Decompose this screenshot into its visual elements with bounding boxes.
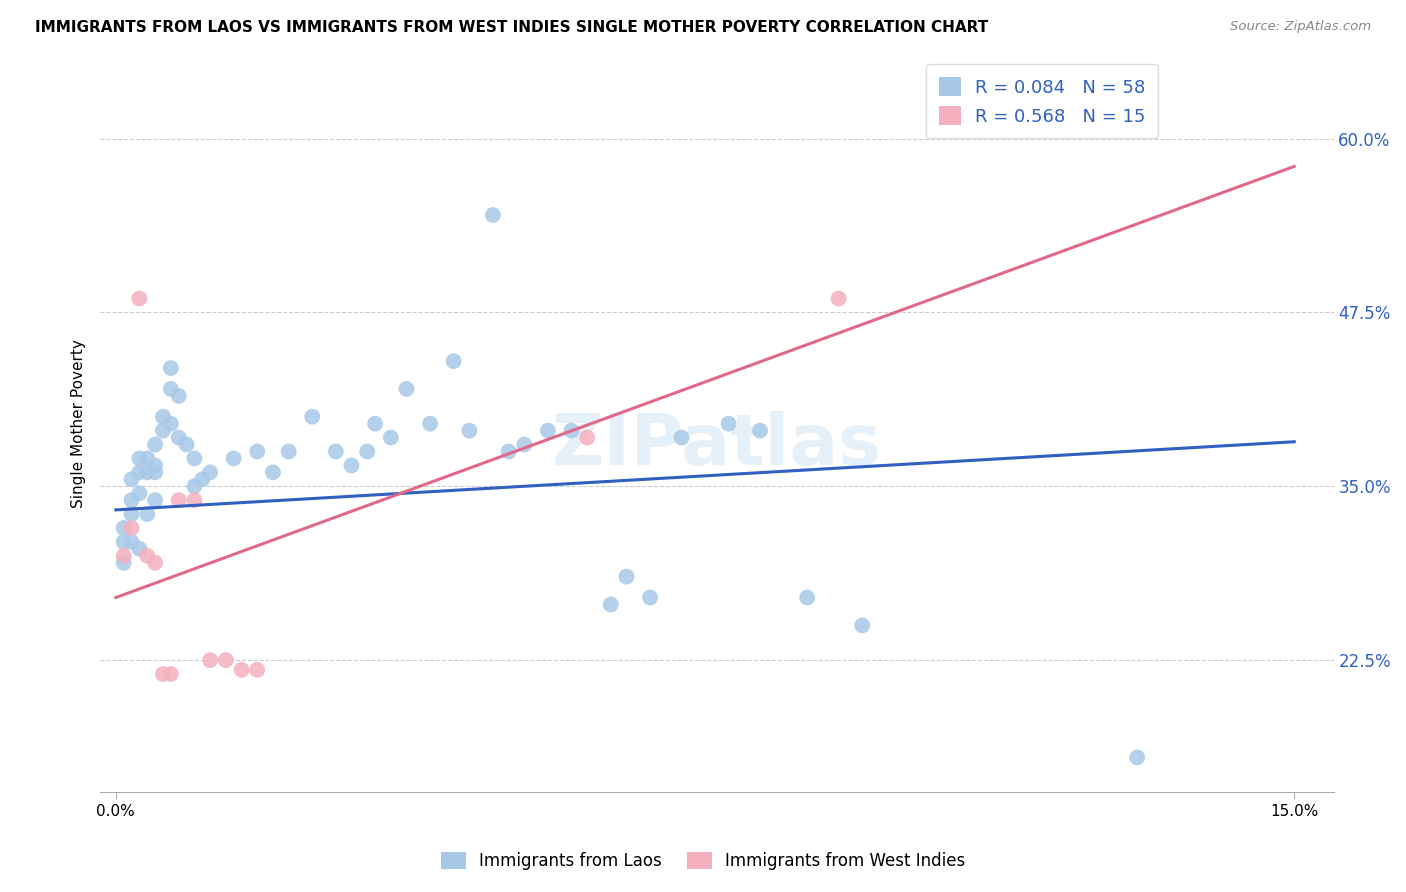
Point <box>136 549 159 563</box>
Point <box>112 521 135 535</box>
Point <box>380 431 402 445</box>
Point <box>537 424 560 438</box>
Point <box>112 556 135 570</box>
Point <box>160 667 183 681</box>
Legend: Immigrants from Laos, Immigrants from West Indies: Immigrants from Laos, Immigrants from We… <box>434 845 972 877</box>
Point <box>128 466 150 480</box>
Point <box>160 382 183 396</box>
Point <box>198 466 221 480</box>
Point <box>152 667 174 681</box>
Point <box>616 569 638 583</box>
Point <box>128 451 150 466</box>
Point <box>167 389 190 403</box>
Point <box>796 591 818 605</box>
Point <box>160 361 183 376</box>
Point <box>143 466 166 480</box>
Point <box>143 556 166 570</box>
Point <box>671 431 693 445</box>
Point <box>560 424 582 438</box>
Text: Source: ZipAtlas.com: Source: ZipAtlas.com <box>1230 20 1371 33</box>
Point <box>121 472 143 486</box>
Y-axis label: Single Mother Poverty: Single Mother Poverty <box>72 339 86 508</box>
Point <box>121 521 143 535</box>
Point <box>143 493 166 508</box>
Point <box>152 424 174 438</box>
Point <box>1126 750 1149 764</box>
Point <box>198 653 221 667</box>
Point <box>136 466 159 480</box>
Point <box>128 292 150 306</box>
Point <box>749 424 772 438</box>
Text: IMMIGRANTS FROM LAOS VS IMMIGRANTS FROM WEST INDIES SINGLE MOTHER POVERTY CORREL: IMMIGRANTS FROM LAOS VS IMMIGRANTS FROM … <box>35 20 988 35</box>
Point <box>121 507 143 521</box>
Point <box>222 451 245 466</box>
Point <box>498 444 520 458</box>
Point <box>121 534 143 549</box>
Point <box>458 424 481 438</box>
Point <box>340 458 363 473</box>
Point <box>128 486 150 500</box>
Point <box>128 541 150 556</box>
Point <box>851 618 873 632</box>
Point <box>215 653 238 667</box>
Point <box>152 409 174 424</box>
Point <box>301 409 323 424</box>
Point <box>167 431 190 445</box>
Point <box>121 493 143 508</box>
Point <box>246 444 269 458</box>
Point <box>717 417 740 431</box>
Point <box>419 417 441 431</box>
Point <box>183 493 205 508</box>
Point <box>482 208 505 222</box>
Text: ZIPatlas: ZIPatlas <box>551 411 882 480</box>
Point <box>143 437 166 451</box>
Point <box>277 444 299 458</box>
Point <box>443 354 465 368</box>
Point <box>112 534 135 549</box>
Point <box>112 549 135 563</box>
Point <box>246 663 269 677</box>
Point <box>136 451 159 466</box>
Point <box>827 292 849 306</box>
Point <box>599 598 621 612</box>
Point <box>136 507 159 521</box>
Point <box>395 382 418 396</box>
Point <box>183 479 205 493</box>
Point <box>160 417 183 431</box>
Point <box>513 437 536 451</box>
Point <box>191 472 214 486</box>
Point <box>638 591 661 605</box>
Point <box>325 444 347 458</box>
Point <box>183 451 205 466</box>
Point <box>262 466 284 480</box>
Point <box>364 417 387 431</box>
Point <box>356 444 378 458</box>
Point <box>231 663 253 677</box>
Point <box>176 437 198 451</box>
Point <box>576 431 599 445</box>
Legend: R = 0.084   N = 58, R = 0.568   N = 15: R = 0.084 N = 58, R = 0.568 N = 15 <box>927 64 1159 138</box>
Point <box>167 493 190 508</box>
Point <box>143 458 166 473</box>
